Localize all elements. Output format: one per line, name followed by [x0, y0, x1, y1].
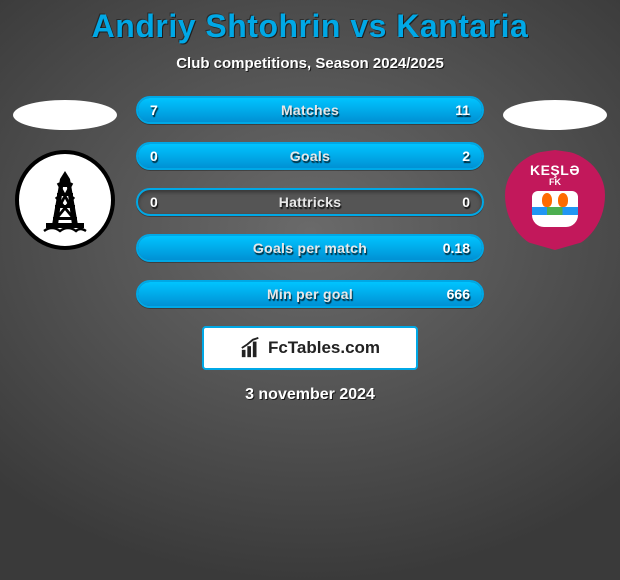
bar-fill-left: [138, 98, 272, 122]
stat-value-left: 0: [150, 148, 158, 164]
comparison-layout: 7 Matches 11 0 Goals 2 0 Hattricks 0 Goals per ma…: [0, 96, 620, 308]
club-logo-left: [15, 150, 115, 250]
stat-value-right: 2: [462, 148, 470, 164]
branding-badge: FcTables.com: [202, 326, 418, 370]
club-logo-right-text: KEŞLƏ: [530, 162, 580, 178]
stat-bars: 7 Matches 11 0 Goals 2 0 Hattricks 0 Goals per ma…: [136, 96, 484, 308]
subtitle: Club competitions, Season 2024/2025: [0, 55, 620, 72]
stat-row: 0 Goals 2: [136, 142, 484, 170]
stat-label: Goals per match: [253, 240, 367, 256]
player-marker-left: [13, 100, 117, 130]
club-logo-right-emblem: [532, 191, 578, 227]
right-side: KEŞLƏ FK: [500, 96, 610, 250]
stat-label: Matches: [281, 102, 339, 118]
club-logo-right-sub: FK: [549, 177, 561, 187]
stat-label: Goals: [290, 148, 330, 164]
bar-chart-icon: [240, 337, 262, 359]
player-marker-right: [503, 100, 607, 130]
stat-row: 0 Hattricks 0: [136, 188, 484, 216]
stat-row: Min per goal 666: [136, 280, 484, 308]
stat-value-right: 0: [462, 194, 470, 210]
oil-derrick-icon: [30, 165, 100, 235]
left-side: [10, 96, 120, 250]
stat-label: Hattricks: [279, 194, 342, 210]
stat-label: Min per goal: [267, 286, 353, 302]
branding-text: FcTables.com: [268, 338, 380, 358]
stat-value-left: 7: [150, 102, 158, 118]
date-text: 3 november 2024: [0, 386, 620, 404]
stat-value-left: 0: [150, 194, 158, 210]
stat-row: 7 Matches 11: [136, 96, 484, 124]
stat-value-right: 666: [447, 286, 470, 302]
page-title: Andriy Shtohrin vs Kantaria: [0, 8, 620, 45]
stat-value-right: 11: [455, 102, 470, 118]
club-logo-right: KEŞLƏ FK: [505, 150, 605, 250]
stat-row: Goals per match 0.18: [136, 234, 484, 262]
stat-value-right: 0.18: [443, 240, 470, 256]
